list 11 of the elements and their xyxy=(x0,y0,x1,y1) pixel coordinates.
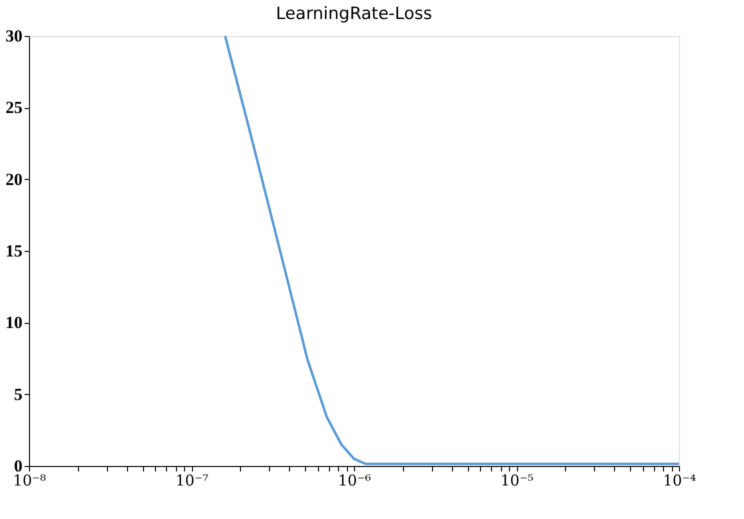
chart-title: LearningRate-Loss xyxy=(276,4,432,24)
y-tick-label: 10 xyxy=(6,313,22,332)
y-tick-label: 5 xyxy=(14,384,22,404)
x-tick-label: 10⁻⁵ xyxy=(500,472,534,490)
y-tick-label: 25 xyxy=(6,98,22,118)
x-tick-label: 10⁻⁶ xyxy=(338,472,372,490)
y-tick-label: 20 xyxy=(6,170,22,189)
x-tick-label: 10⁻⁷ xyxy=(175,472,209,490)
x-tick-label: 10⁻⁴ xyxy=(662,472,696,490)
y-tick-label: 15 xyxy=(6,242,22,260)
y-tick-label: 30 xyxy=(6,26,22,46)
